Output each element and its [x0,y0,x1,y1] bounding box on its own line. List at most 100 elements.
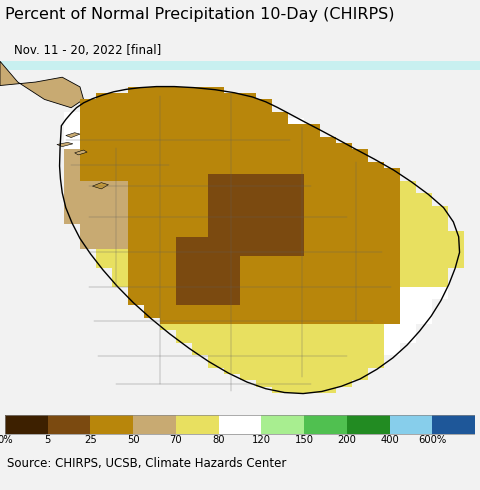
Bar [160,87,176,93]
Bar [304,143,320,149]
Bar [400,243,416,249]
Text: 70: 70 [169,436,182,445]
Bar [336,224,352,230]
Bar [304,193,320,199]
Bar [272,293,288,299]
Bar [400,305,416,312]
Bar [192,268,208,274]
Bar [256,243,272,249]
Bar [384,193,400,199]
Bar [432,255,448,262]
Bar [336,305,352,312]
Bar [80,131,96,137]
Bar [208,93,224,99]
Bar [192,337,208,343]
Bar [160,93,176,99]
Bar [352,268,368,274]
Bar [320,387,336,393]
Bar [368,280,384,287]
Bar [96,137,112,143]
Bar [304,124,320,131]
Bar [352,187,368,193]
Bar [176,415,218,434]
Bar [160,181,176,187]
Bar [192,237,208,243]
Bar [320,299,336,305]
Bar [224,249,240,255]
Bar [288,137,304,143]
Bar [384,224,400,230]
Bar [192,137,208,143]
Bar [128,193,144,199]
Polygon shape [66,133,80,138]
Bar [256,287,272,293]
Bar [304,318,320,324]
Bar [368,318,384,324]
Bar [112,124,128,131]
Bar [80,118,96,124]
Bar [336,249,352,255]
Bar [448,243,464,249]
Bar [256,124,272,131]
Bar [160,237,176,243]
Bar [256,137,272,143]
Bar [240,255,256,262]
Bar [240,362,256,368]
Bar [112,280,128,287]
Bar [64,137,80,143]
Bar [320,330,336,337]
Bar [416,230,432,237]
Bar [288,243,304,249]
Bar [240,168,256,174]
Bar [336,368,352,374]
Bar [208,237,224,243]
Bar [96,181,112,187]
Bar [112,168,128,174]
Bar [128,131,144,137]
Bar [288,324,304,330]
Bar [192,112,208,118]
Bar [336,337,352,343]
Bar [288,149,304,156]
Bar [128,181,144,187]
Bar [96,118,112,124]
Bar [416,243,432,249]
Bar [347,415,390,434]
Bar [320,199,336,205]
Bar [64,143,80,149]
Bar [144,156,160,162]
Bar [336,262,352,268]
Text: 5: 5 [44,436,51,445]
Bar [112,199,128,205]
Bar [368,237,384,243]
Bar [176,287,192,293]
Bar [208,287,224,293]
Bar [80,106,96,112]
Bar [192,249,208,255]
Bar [400,212,416,218]
Bar [96,124,112,131]
Bar [224,287,240,293]
Bar [64,112,80,118]
Text: 25: 25 [84,436,96,445]
Bar [336,255,352,262]
Bar [224,218,240,224]
Bar [128,118,144,124]
Bar [64,149,80,156]
Polygon shape [57,143,73,147]
Bar [176,124,192,131]
Bar [256,312,272,318]
Bar [256,324,272,330]
Bar [368,187,384,193]
Bar [176,212,192,218]
Bar [384,181,400,187]
Bar [352,355,368,362]
Bar [352,349,368,355]
Bar [352,374,368,380]
Bar [64,124,80,131]
Bar [288,124,304,131]
Bar [240,293,256,299]
Bar [272,337,288,343]
Bar [96,187,112,193]
Bar [128,249,144,255]
